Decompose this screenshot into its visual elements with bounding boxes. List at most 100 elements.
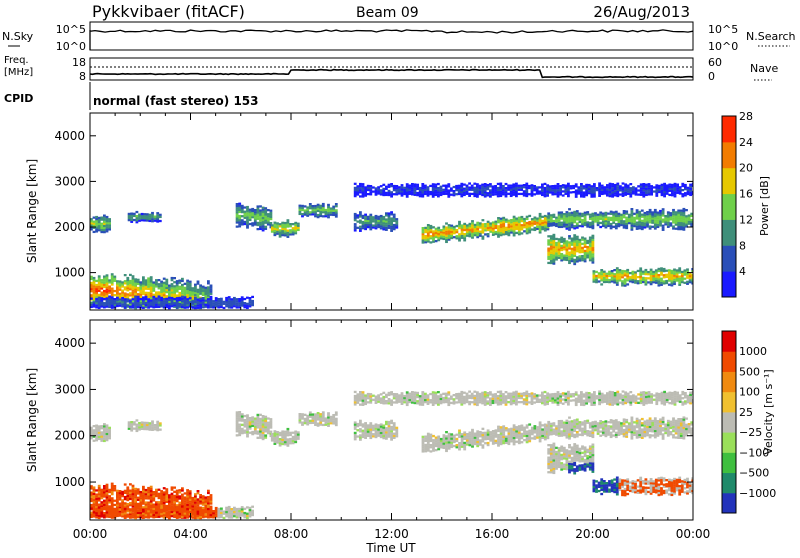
velocity-cell — [134, 488, 137, 490]
power-cell — [403, 187, 406, 189]
power-cell — [460, 187, 463, 189]
power-cell — [450, 231, 453, 233]
power-cell — [151, 216, 154, 218]
power-cell — [576, 258, 579, 260]
power-cell — [437, 235, 440, 237]
power-cell — [563, 225, 566, 227]
power-cell — [580, 191, 583, 193]
power-cell — [246, 224, 249, 226]
power-cell — [458, 189, 461, 191]
power-cell — [581, 257, 584, 259]
power-cell — [356, 191, 359, 193]
velocity-cell — [297, 433, 300, 435]
power-cell — [625, 221, 628, 223]
power-cell — [362, 185, 365, 187]
power-cell — [241, 205, 244, 207]
power-cell — [606, 277, 609, 279]
velocity-cell — [274, 430, 277, 432]
power-cell — [274, 234, 277, 236]
power-cell — [163, 288, 166, 290]
power-cell — [616, 191, 619, 193]
power-cell — [395, 189, 398, 191]
power-cell — [199, 284, 202, 286]
power-cell — [486, 192, 489, 194]
power-cell — [230, 304, 233, 306]
velocity-cell — [510, 438, 513, 440]
power-cell — [93, 221, 96, 223]
power-cell — [184, 303, 187, 305]
velocity-cell — [163, 508, 166, 510]
velocity-cell — [264, 426, 267, 428]
power-cell — [492, 194, 495, 196]
power-cell — [505, 183, 508, 185]
power-cell — [684, 271, 687, 273]
velocity-cell — [136, 428, 139, 430]
power-cell — [241, 300, 244, 302]
velocity-cell — [106, 492, 109, 494]
velocity-cell — [301, 422, 304, 424]
power-cell — [584, 246, 587, 248]
power-cell — [251, 302, 254, 304]
power-cell — [262, 221, 265, 223]
velocity-cell — [95, 427, 98, 429]
velocity-cell — [151, 420, 154, 422]
power-cell — [406, 191, 409, 193]
velocity-cell — [264, 437, 267, 439]
power-cell — [663, 280, 666, 282]
power-cell — [463, 188, 466, 190]
power-cell — [573, 247, 576, 249]
power-cell — [147, 296, 150, 298]
power-cell — [531, 192, 534, 194]
power-cell — [555, 223, 558, 225]
power-cell — [476, 224, 479, 226]
velocity-cell — [186, 500, 189, 502]
velocity-cell — [500, 426, 503, 428]
power-cell — [388, 212, 391, 214]
velocity-cell — [136, 419, 139, 421]
power-cell — [568, 212, 571, 214]
power-cell — [670, 218, 673, 220]
power-cell — [225, 305, 228, 307]
velocity-cell — [130, 427, 133, 429]
power-cell — [474, 230, 477, 232]
power-cell — [568, 237, 571, 239]
power-cell — [533, 189, 536, 191]
power-cell — [244, 223, 247, 225]
power-cell — [620, 214, 623, 216]
power-cell — [633, 219, 636, 221]
power-cell — [599, 226, 602, 228]
velocity-cell — [146, 422, 149, 424]
velocity-cell — [204, 499, 207, 501]
velocity-cell — [299, 417, 302, 419]
power-cell — [641, 228, 644, 230]
power-cell — [388, 190, 391, 192]
velocity-cell — [111, 517, 114, 519]
power-cell — [633, 223, 636, 225]
power-cell — [592, 227, 595, 229]
power-cell — [481, 184, 484, 186]
power-cell — [468, 189, 471, 191]
power-cell — [155, 296, 158, 298]
velocity-cell — [497, 440, 500, 442]
velocity-cell — [270, 424, 273, 426]
velocity-cell — [443, 438, 446, 440]
power-cell — [194, 294, 197, 296]
power-cell — [306, 206, 309, 208]
power-cell — [481, 190, 484, 192]
velocity-cell — [463, 436, 466, 438]
velocity-cell — [492, 436, 495, 438]
power-cell — [380, 225, 383, 227]
velocity-cell — [241, 417, 244, 419]
power-cell — [603, 281, 606, 283]
velocity-cell — [259, 435, 262, 437]
power-cell — [262, 229, 265, 231]
power-cell — [448, 239, 451, 241]
power-cell — [220, 306, 223, 308]
power-cell — [364, 218, 367, 220]
power-cell — [416, 186, 419, 188]
power-cell — [463, 229, 466, 231]
velocity-cell — [158, 514, 161, 516]
velocity-cell — [251, 510, 254, 512]
power-cell — [648, 193, 651, 195]
power-cell — [557, 187, 560, 189]
